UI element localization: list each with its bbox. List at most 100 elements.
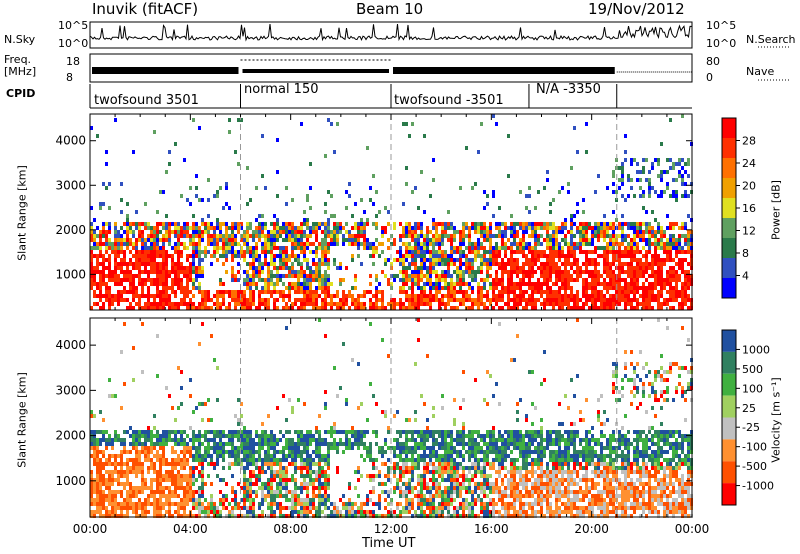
heat-cell	[456, 278, 459, 282]
heat-cell	[120, 466, 123, 470]
heat-cell	[207, 242, 210, 246]
heat-cell	[291, 502, 294, 506]
heat-cell	[198, 438, 201, 442]
heat-cell	[651, 166, 654, 170]
heat-cell	[669, 286, 672, 290]
heat-cell	[216, 450, 219, 454]
heat-cell	[480, 246, 483, 250]
heat-cell	[234, 290, 237, 294]
heat-cell	[258, 478, 261, 482]
heat-cell	[504, 270, 507, 274]
heat-cell	[351, 426, 354, 430]
heat-cell	[276, 506, 279, 510]
heat-cell	[453, 230, 456, 234]
heat-cell	[183, 490, 186, 494]
heat-cell	[645, 230, 648, 234]
heat-cell	[282, 254, 285, 258]
heat-cell	[315, 250, 318, 254]
heat-cell	[321, 470, 324, 474]
heat-cell	[468, 238, 471, 242]
heat-cell	[129, 502, 132, 506]
heat-cell	[462, 226, 465, 230]
heat-cell	[96, 486, 99, 490]
heat-cell	[291, 282, 294, 286]
heat-cell	[519, 222, 522, 226]
heat-cell	[540, 242, 543, 246]
heat-cell	[267, 286, 270, 290]
heat-cell	[111, 274, 114, 278]
heat-cell	[537, 234, 540, 238]
heat-cell	[141, 482, 144, 486]
heat-cell	[348, 290, 351, 294]
heat-cell	[675, 278, 678, 282]
heat-cell	[264, 234, 267, 238]
heat-cell	[366, 502, 369, 506]
heat-cell	[225, 482, 228, 486]
heat-cell	[168, 478, 171, 482]
heat-cell	[249, 442, 252, 446]
heat-cell	[258, 302, 261, 306]
heat-cell	[210, 482, 213, 486]
heat-cell	[138, 306, 141, 310]
heat-cell	[117, 254, 120, 258]
heat-cell	[153, 506, 156, 510]
heat-cell	[108, 306, 111, 310]
heat-cell	[237, 298, 240, 302]
heat-cell	[288, 286, 291, 290]
heat-cell	[222, 282, 225, 286]
heat-cell	[249, 482, 252, 486]
heat-cell	[660, 234, 663, 238]
heat-cell	[354, 302, 357, 306]
heat-cell	[165, 274, 168, 278]
heat-cell	[633, 266, 636, 270]
heat-cell	[327, 302, 330, 306]
heat-cell	[561, 238, 564, 242]
heat-cell	[645, 242, 648, 246]
heat-cell	[426, 274, 429, 278]
heat-cell	[171, 470, 174, 474]
heat-cell	[522, 274, 525, 278]
heat-cell	[108, 474, 111, 478]
heat-cell	[660, 230, 663, 234]
heat-cell	[195, 174, 198, 178]
heat-cell	[681, 258, 684, 262]
heat-cell	[435, 238, 438, 242]
heat-cell	[654, 158, 657, 162]
heat-cell	[660, 274, 663, 278]
heat-cell	[285, 486, 288, 490]
heat-cell	[618, 250, 621, 254]
heat-cell	[195, 222, 198, 226]
heat-cell	[252, 262, 255, 266]
heat-cell	[432, 286, 435, 290]
heat-cell	[231, 222, 234, 226]
heat-cell	[531, 230, 534, 234]
heat-cell	[135, 486, 138, 490]
heat-cell	[120, 506, 123, 510]
heat-cell	[120, 406, 123, 410]
heat-cell	[342, 278, 345, 282]
heat-cell	[297, 306, 300, 310]
heat-cell	[114, 294, 117, 298]
heat-cell	[90, 258, 93, 262]
noise-left-tick-high: 10^5	[58, 19, 89, 32]
cpid-label: CPID	[6, 87, 36, 100]
heat-cell	[276, 486, 279, 490]
heat-cell	[342, 226, 345, 230]
heat-cell	[555, 294, 558, 298]
heat-cell	[474, 246, 477, 250]
heat-cell	[636, 178, 639, 182]
heat-cell	[222, 430, 225, 434]
heat-cell	[303, 286, 306, 290]
heat-cell	[444, 306, 447, 310]
heat-cell	[243, 486, 246, 490]
heat-cell	[162, 266, 165, 270]
heat-cell	[360, 198, 363, 202]
heat-cell	[159, 502, 162, 506]
heat-cell	[657, 278, 660, 282]
heat-cell	[489, 262, 492, 266]
heat-cell	[393, 238, 396, 242]
heat-cell	[240, 438, 243, 442]
heat-cell	[627, 178, 630, 182]
heat-cell	[141, 258, 144, 262]
heat-cell	[204, 498, 207, 502]
